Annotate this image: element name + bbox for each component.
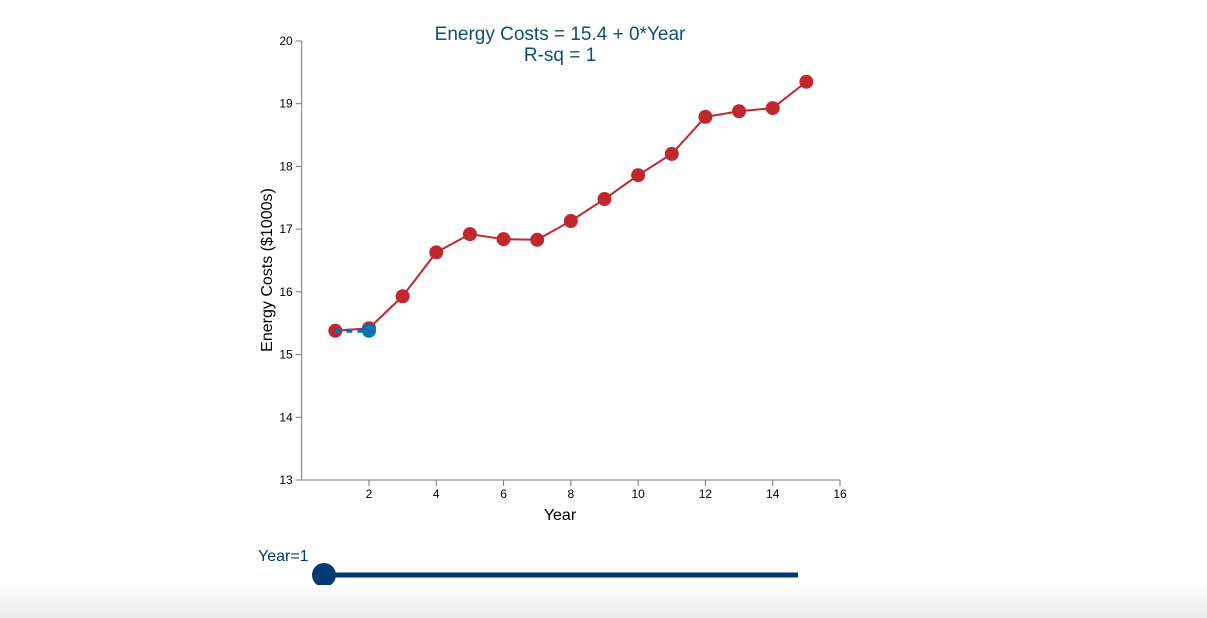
data-point [462,227,477,242]
data-point [698,109,713,124]
data-point [563,213,578,228]
data-point [597,192,612,207]
slider-handle[interactable] [312,563,336,587]
data-point [765,101,780,116]
x-tick-label: 6 [500,487,507,501]
y-tick-label: 20 [279,34,293,48]
chart-subtitle: R-sq = 1 [524,45,596,66]
bottom-fade [0,585,1207,618]
y-tick-label: 16 [279,285,293,299]
x-tick-label: 4 [433,487,440,501]
x-axis-label: Year [544,507,577,524]
chart-title: Energy Costs = 15.4 + 0*Year [435,24,686,45]
x-tick-label: 14 [766,487,780,501]
y-tick-label: 14 [279,410,293,424]
data-point [530,232,545,247]
data-point [429,245,444,260]
y-tick-label: 19 [279,97,293,111]
x-tick-label: 12 [699,487,713,501]
x-tick-label: 10 [631,487,645,501]
y-tick-label: 15 [279,348,293,362]
data-point [631,168,646,183]
data-point [395,289,410,304]
x-tick-label: 2 [366,487,373,501]
data-point [664,146,679,161]
y-tick-label: 13 [279,473,293,487]
data-point [496,232,511,247]
data-point [799,74,814,89]
data-point [732,104,747,119]
fit-point [361,323,376,338]
x-tick-label: 8 [568,487,575,501]
y-tick-label: 18 [279,159,293,173]
x-tick-label: 16 [833,487,847,501]
y-axis-label: Energy Costs ($1000s) [259,188,276,352]
y-tick-label: 17 [279,222,293,236]
slider-label: Year=1 [258,548,309,565]
